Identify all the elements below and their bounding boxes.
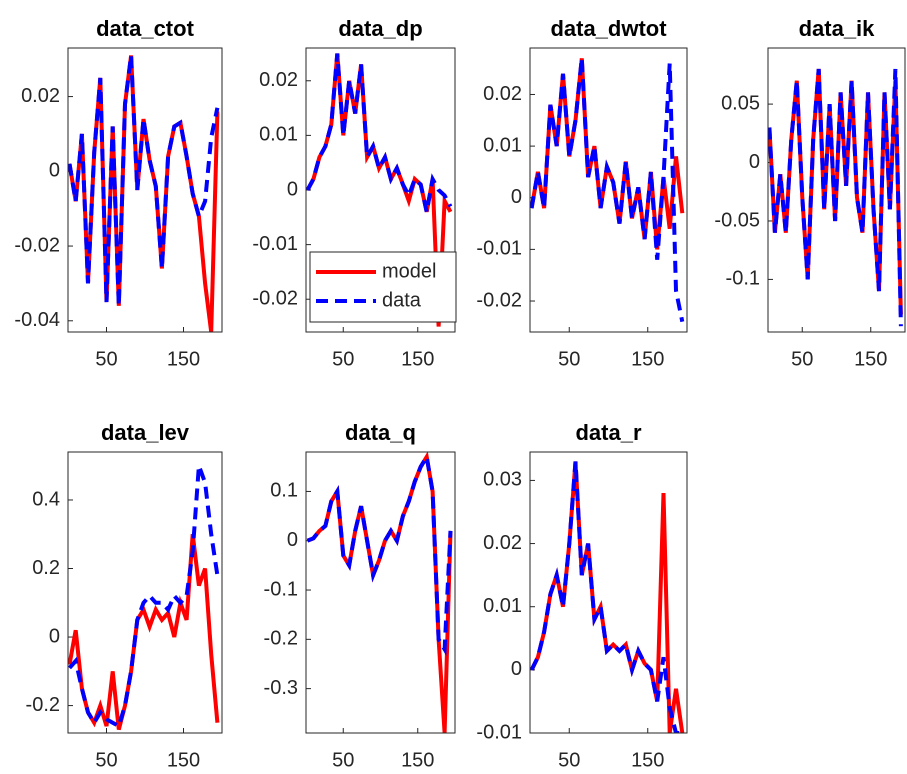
y-tick-label: 0.05 bbox=[721, 92, 760, 114]
y-tick-label: 0.02 bbox=[21, 85, 60, 107]
chart-title: data_dwtot bbox=[550, 16, 667, 41]
line-series bbox=[530, 461, 683, 733]
x-tick-label: 150 bbox=[401, 749, 434, 771]
y-tick-label: 0 bbox=[49, 625, 60, 647]
chart-title: data_ctot bbox=[96, 16, 194, 41]
line-series bbox=[306, 452, 453, 733]
y-tick-label: -0.04 bbox=[14, 309, 60, 331]
line-series bbox=[768, 68, 903, 327]
y-tick-label: 0.02 bbox=[483, 532, 522, 554]
axes-box bbox=[305, 451, 456, 734]
x-tick-label: 150 bbox=[167, 749, 200, 771]
y-tick-label: -0.05 bbox=[714, 209, 760, 231]
x-tick-label: 50 bbox=[558, 348, 580, 370]
y-tick-label: 0.01 bbox=[483, 134, 522, 156]
line-series bbox=[530, 58, 685, 323]
y-tick-label: 0.02 bbox=[483, 83, 522, 105]
axes-box bbox=[67, 451, 223, 734]
y-tick-label: -0.1 bbox=[726, 268, 760, 290]
x-tick-label: 50 bbox=[791, 348, 813, 370]
axes-box bbox=[529, 451, 688, 734]
y-tick-label: 0 bbox=[287, 529, 298, 551]
x-tick-label: 150 bbox=[631, 348, 664, 370]
x-tick-label: 150 bbox=[631, 749, 664, 771]
axes-box bbox=[529, 47, 688, 333]
y-tick-label: -0.3 bbox=[264, 677, 298, 699]
y-tick-label: -0.01 bbox=[476, 721, 522, 743]
x-tick-label: 50 bbox=[95, 749, 117, 771]
line-series bbox=[306, 452, 453, 656]
x-tick-label: 50 bbox=[332, 749, 354, 771]
chart-title: data_q bbox=[345, 420, 416, 445]
legend-box bbox=[309, 251, 457, 323]
x-tick-label: 50 bbox=[95, 348, 117, 370]
y-tick-label: -0.1 bbox=[264, 578, 298, 600]
axes-box bbox=[67, 47, 223, 333]
axes-box bbox=[767, 47, 906, 333]
y-tick-label: 0.2 bbox=[32, 557, 60, 579]
y-tick-label: 0 bbox=[749, 151, 760, 173]
x-tick-label: 150 bbox=[401, 348, 434, 370]
x-tick-label: 50 bbox=[332, 348, 354, 370]
y-tick-label: -0.02 bbox=[252, 288, 298, 310]
y-tick-label: 0 bbox=[49, 160, 60, 182]
line-series bbox=[68, 533, 220, 731]
chart-title: data_r bbox=[575, 420, 641, 445]
y-tick-label: 0 bbox=[511, 186, 522, 208]
y-tick-label: 0.4 bbox=[32, 488, 60, 510]
line-series bbox=[68, 55, 220, 306]
y-tick-label: 0.02 bbox=[259, 69, 298, 91]
y-tick-label: 0.1 bbox=[270, 480, 298, 502]
y-tick-label: 0 bbox=[287, 178, 298, 200]
y-tick-label: 0.01 bbox=[259, 124, 298, 146]
axes-box bbox=[305, 47, 456, 333]
line-series bbox=[68, 465, 220, 730]
y-tick-label: -0.2 bbox=[264, 628, 298, 650]
y-tick-label: -0.02 bbox=[14, 234, 60, 256]
y-tick-label: 0.01 bbox=[483, 595, 522, 617]
chart-title: data_ik bbox=[799, 16, 876, 41]
y-tick-label: 0 bbox=[511, 658, 522, 680]
y-tick-label: -0.2 bbox=[26, 694, 60, 716]
legend-label: data bbox=[382, 289, 422, 311]
x-tick-label: 150 bbox=[167, 348, 200, 370]
y-tick-label: -0.01 bbox=[252, 233, 298, 255]
chart-title: data_dp bbox=[338, 16, 422, 41]
legend-label: model bbox=[382, 260, 436, 282]
y-tick-label: -0.01 bbox=[476, 238, 522, 260]
y-tick-label: -0.02 bbox=[476, 289, 522, 311]
y-tick-label: 0.03 bbox=[483, 469, 522, 491]
x-tick-label: 150 bbox=[854, 348, 887, 370]
line-series bbox=[306, 53, 453, 327]
x-tick-label: 50 bbox=[558, 749, 580, 771]
chart-title: data_lev bbox=[101, 420, 190, 445]
